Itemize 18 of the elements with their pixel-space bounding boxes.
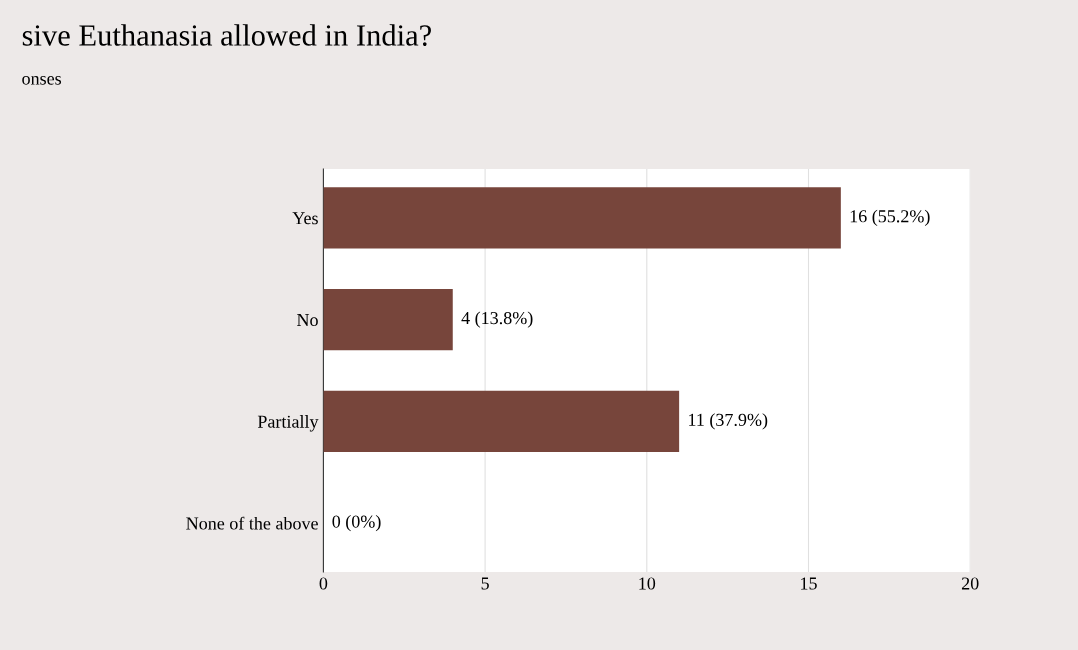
x-tick-label: 5: [481, 577, 489, 590]
chart-title: sive Euthanasia allowed in India?: [22, 24, 431, 46]
data-label: 11 (37.9%): [689, 413, 768, 430]
bar: [323, 390, 680, 452]
data-label: 0 (0%): [332, 514, 381, 532]
data-label: 16 (55.2%): [850, 209, 930, 227]
y-tick-label: Partially: [257, 415, 319, 432]
data-label: 4 (13.8%): [461, 311, 533, 328]
bar: [323, 187, 841, 249]
y-tick-label: Yes: [292, 212, 318, 225]
x-tick-label: 0: [319, 577, 328, 590]
x-tick-label: 15: [801, 577, 817, 590]
y-tick-label: No: [296, 314, 318, 327]
x-tick-label: 10: [639, 577, 656, 590]
bar: [323, 289, 453, 351]
text: onses: [22, 75, 62, 85]
x-tick-label: 20: [961, 577, 979, 590]
y-tick-label: None of the above: [186, 516, 318, 530]
